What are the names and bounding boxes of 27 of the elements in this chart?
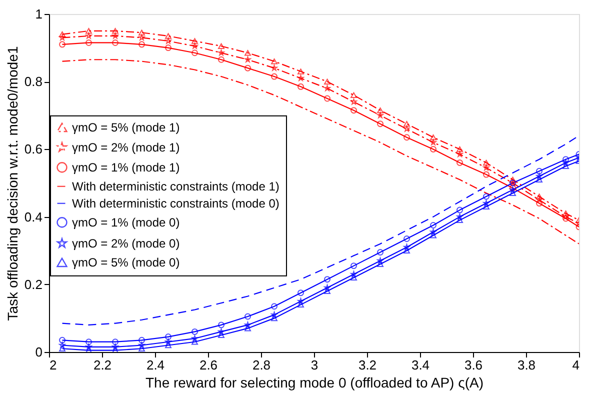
legend-label: With deterministic constraints (mode 1)	[72, 179, 280, 194]
x-tick-label: 3.8	[517, 358, 536, 372]
y-tick-label: 0.6	[24, 142, 42, 157]
legend-label: γmO = 2% (mode 0)	[72, 236, 180, 250]
x-axis-title: The reward for selecting mode 0 (offloaded to AP) ς(A)	[146, 374, 484, 390]
legend-label: γmO = 2% (mode 1)	[72, 140, 180, 154]
legend-label: With deterministic constraints (mode 0)	[72, 196, 280, 210]
x-tick-label: 3.2	[358, 358, 377, 372]
x-tick-label: 2.4	[146, 358, 165, 372]
x-tick-label: 4	[572, 358, 580, 372]
y-tick-label: 0.2	[24, 276, 42, 292]
x-tick-label: 3.6	[464, 358, 483, 372]
y-tick-label: 1	[35, 6, 42, 22]
x-tick-label: 3.4	[411, 358, 430, 372]
y-tick-label: 0.8	[24, 74, 42, 90]
x-tick-label: 3	[310, 358, 318, 372]
x-tick-label: 2.2	[93, 358, 112, 372]
legend-label: γmO = 1% (mode 0)	[72, 215, 180, 230]
legend-label: γmO = 5% (mode 1)	[72, 120, 180, 134]
x-tick-label: 2	[50, 358, 57, 372]
y-axis-title: Task offloading decision w.r.t. mode0/mode1	[4, 46, 20, 321]
y-tick-label: 0.4	[24, 209, 42, 224]
legend-label: γmO = 5% (mode 0)	[72, 255, 180, 270]
y-tick-label: 0	[35, 344, 42, 360]
x-tick-label: 2.8	[252, 358, 271, 372]
legend-label: γmO = 1% (mode 1)	[72, 160, 180, 174]
x-tick-label: 2.6	[199, 358, 218, 372]
